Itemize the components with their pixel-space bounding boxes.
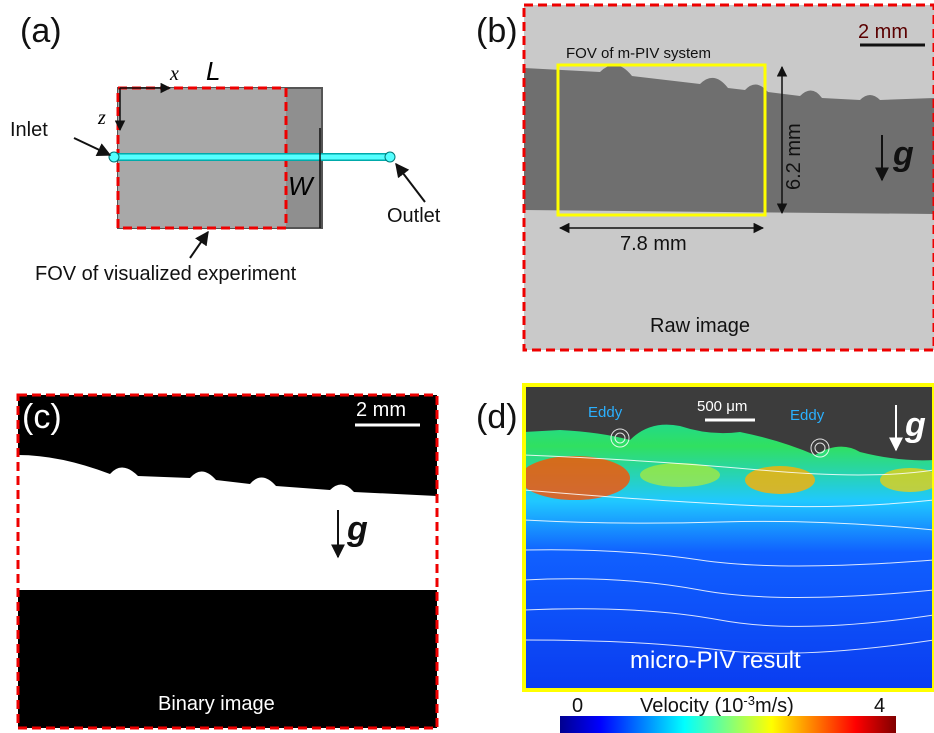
high-velocity [745, 466, 815, 494]
height-label: 6.2 mm [783, 123, 805, 190]
mid-velocity [640, 463, 720, 487]
pointer [190, 232, 208, 258]
pointer [396, 164, 425, 202]
fov-label: FOV of visualized experiment [35, 263, 297, 285]
panel-label: (d) [476, 398, 518, 436]
dimension-label: W [288, 171, 315, 201]
colorbar-min: 0 [572, 695, 583, 717]
panel-a: (a) x L z W Inlet Outlet FOV of visualiz… [10, 12, 441, 285]
gravity-label: g [892, 135, 914, 173]
piv-fov-label: FOV of m-PIV system [566, 45, 711, 62]
panel-label: (a) [20, 12, 62, 50]
width-label: 7.8 mm [620, 233, 687, 255]
colorbar-unit: m/s) [755, 695, 794, 717]
figure: (a) x L z W Inlet Outlet FOV of visualiz… [0, 0, 934, 733]
scale-label: 500 μm [697, 398, 747, 415]
caption: Raw image [650, 315, 750, 337]
colorbar-title: Velocity (10-3m/s) [640, 693, 794, 717]
panel-label: (b) [476, 12, 518, 50]
inlet-port [109, 152, 119, 162]
scale-label: 2 mm [356, 399, 406, 421]
gravity-label: g [904, 406, 926, 444]
eddy-label: Eddy [790, 407, 825, 424]
eddy-label: Eddy [588, 404, 623, 421]
gravity-label: g [346, 510, 368, 548]
dimension-label: L [206, 56, 220, 86]
caption: micro-PIV result [630, 647, 801, 674]
high-velocity [520, 456, 630, 500]
panel-b: (b) FOV of m-PIV system 2 mm 6.2 mm 7.8 … [476, 5, 934, 350]
outlet-label: Outlet [387, 205, 441, 227]
caption: Binary image [158, 693, 275, 715]
inlet-label: Inlet [10, 119, 48, 141]
panel-d: (d) Eddy Eddy 500 μm g [476, 385, 934, 733]
scale-label: 2 mm [858, 21, 908, 43]
colorbar-max: 4 [874, 695, 885, 717]
colorbar-exponent: -3 [743, 693, 755, 708]
colorbar [560, 716, 896, 733]
panel-c: (c) 2 mm g Binary image [18, 395, 437, 728]
pointer [74, 138, 110, 155]
axis-label: z [97, 107, 106, 129]
outlet-port [385, 152, 395, 162]
axis-label: x [169, 63, 179, 85]
panel-label: (c) [22, 398, 62, 436]
colorbar-title-text: Velocity (10 [640, 695, 743, 717]
